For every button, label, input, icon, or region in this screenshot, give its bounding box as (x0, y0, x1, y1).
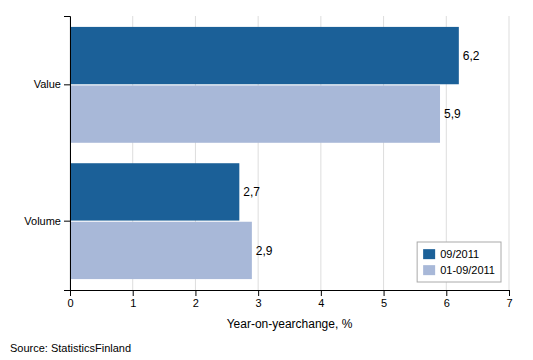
tick-mark (258, 290, 259, 296)
tick: 2 (193, 290, 199, 309)
tick: Volume (24, 215, 70, 227)
tick-label: 2 (193, 297, 199, 309)
tick: 3 (256, 290, 262, 309)
tick-label: 6 (444, 297, 450, 309)
tick-label: 0 (67, 297, 73, 309)
tick-mark (446, 290, 447, 296)
tick: 6 (444, 290, 450, 309)
bar (70, 163, 239, 220)
bar (70, 27, 459, 84)
legend-item: 09/2011 (423, 248, 479, 260)
tick-label: 7 (506, 297, 512, 309)
tick-label: 1 (130, 297, 136, 309)
axis-line (64, 17, 71, 291)
plot: 2,7 6,2 2,9 5,9 0 1 2 3 4 5 6 7 Volume Value 09/2011 01… (24, 16, 512, 309)
legend-swatch (423, 265, 435, 275)
tick: 5 (381, 290, 387, 309)
legend-item: 01-09/2011 (423, 264, 495, 276)
tick: 7 (506, 290, 512, 309)
grid (70, 16, 509, 290)
x-axis-label: Year-on-yearchange, % (227, 317, 353, 331)
bars (70, 27, 459, 279)
tick-mark (195, 290, 196, 296)
legend: 09/2011 01-09/2011 (417, 242, 501, 282)
tick-mark (64, 84, 70, 85)
x-axis: 0 1 2 3 4 5 6 7 (67, 290, 512, 309)
tick-label: 3 (256, 297, 262, 309)
axis-line (71, 291, 510, 297)
bar (70, 85, 440, 142)
data-labels: 2,7 6,2 2,9 5,9 (243, 49, 480, 258)
tick-mark (64, 221, 70, 222)
tick-mark (321, 290, 322, 296)
legend-label: 01-09/2011 (440, 264, 495, 276)
tick: 4 (318, 290, 324, 309)
tick: 1 (130, 290, 136, 309)
tick-mark (133, 290, 134, 296)
legend-frame (417, 242, 501, 282)
tick-label: 5 (381, 297, 387, 309)
chart: 2,7 6,2 2,9 5,9 0 1 2 3 4 5 6 7 Volume Value 09/2011 01… (0, 0, 533, 360)
legend-items: 09/2011 01-09/2011 (423, 248, 495, 276)
annotation: Source: StatisticsFinland (10, 342, 131, 354)
tick-label: 4 (318, 297, 324, 309)
tick-label: Value (34, 78, 61, 90)
tick: 0 (67, 290, 73, 309)
data-label: 5,9 (444, 107, 461, 121)
legend-label: 09/2011 (440, 248, 479, 260)
tick-mark (384, 290, 385, 296)
legend-swatch (423, 249, 435, 259)
tick: Value (34, 78, 70, 90)
y-axis: Volume Value (24, 17, 70, 291)
grid-line (509, 16, 510, 290)
data-label: 2,9 (256, 244, 273, 258)
tick-mark (509, 290, 510, 296)
data-label: 2,7 (243, 185, 260, 199)
data-label: 6,2 (463, 49, 480, 63)
tick-label: Volume (24, 215, 61, 227)
bar (70, 222, 252, 279)
